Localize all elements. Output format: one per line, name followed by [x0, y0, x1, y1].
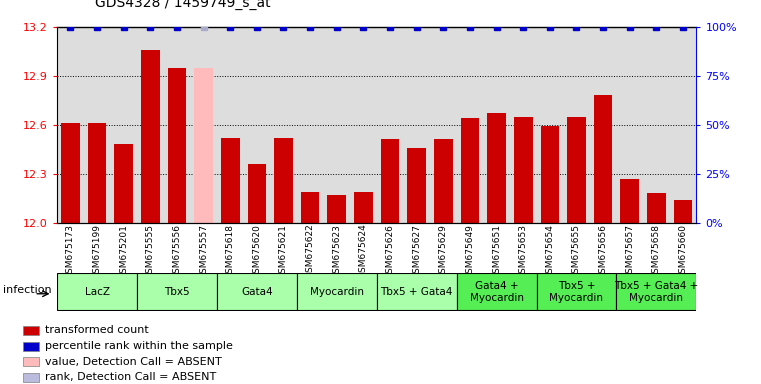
Text: GSM675555: GSM675555 — [146, 224, 154, 279]
Bar — [407, 147, 426, 223]
Text: Tbx5: Tbx5 — [164, 287, 189, 297]
Text: GSM675557: GSM675557 — [199, 224, 208, 279]
Bar — [647, 193, 666, 223]
Text: GSM675556: GSM675556 — [173, 224, 181, 279]
Bar — [380, 139, 400, 223]
Bar — [23, 326, 40, 335]
Text: GSM675201: GSM675201 — [119, 224, 128, 279]
Bar — [594, 95, 613, 223]
Text: GSM675199: GSM675199 — [93, 224, 101, 279]
Text: GSM675653: GSM675653 — [519, 224, 527, 279]
Bar — [377, 273, 457, 310]
Text: transformed count: transformed count — [46, 326, 149, 336]
Text: GSM675618: GSM675618 — [226, 224, 234, 279]
Bar — [301, 192, 320, 223]
Bar — [167, 68, 186, 223]
Text: percentile rank within the sample: percentile rank within the sample — [46, 341, 233, 351]
Bar — [217, 273, 297, 310]
Text: GSM675622: GSM675622 — [306, 224, 314, 278]
Bar — [57, 273, 137, 310]
Bar — [141, 50, 160, 223]
Text: Tbx5 +
Myocardin: Tbx5 + Myocardin — [549, 281, 603, 303]
Text: GSM675626: GSM675626 — [386, 224, 394, 279]
Bar — [23, 357, 40, 366]
Text: GSM675651: GSM675651 — [492, 224, 501, 279]
Text: GSM675656: GSM675656 — [599, 224, 607, 279]
Text: Tbx5 + Gata4: Tbx5 + Gata4 — [380, 287, 453, 297]
Text: infection: infection — [3, 285, 52, 295]
Text: Tbx5 + Gata4 +
Myocardin: Tbx5 + Gata4 + Myocardin — [614, 281, 699, 303]
Bar — [514, 117, 533, 223]
Bar — [327, 195, 346, 223]
Text: GSM675655: GSM675655 — [572, 224, 581, 279]
Bar — [620, 179, 639, 223]
Text: Gata4 +
Myocardin: Gata4 + Myocardin — [470, 281, 524, 303]
Text: GSM675660: GSM675660 — [679, 224, 687, 279]
Bar — [457, 273, 537, 310]
Bar — [221, 138, 240, 223]
Text: value, Detection Call = ABSENT: value, Detection Call = ABSENT — [46, 357, 222, 367]
Text: GSM675620: GSM675620 — [253, 224, 261, 279]
Text: GSM675629: GSM675629 — [439, 224, 447, 279]
Text: GSM675621: GSM675621 — [279, 224, 288, 279]
Bar — [540, 126, 559, 223]
Bar — [434, 139, 453, 223]
Text: Myocardin: Myocardin — [310, 287, 364, 297]
Bar — [61, 123, 80, 223]
Bar — [567, 117, 586, 223]
Bar — [23, 373, 40, 382]
Bar — [88, 123, 107, 223]
Text: GSM675173: GSM675173 — [66, 224, 75, 279]
Text: GSM675658: GSM675658 — [652, 224, 661, 279]
Text: GDS4328 / 1459749_s_at: GDS4328 / 1459749_s_at — [95, 0, 271, 10]
Text: Gata4: Gata4 — [241, 287, 272, 297]
Text: GSM675623: GSM675623 — [333, 224, 341, 279]
Text: GSM675657: GSM675657 — [626, 224, 634, 279]
Bar — [247, 164, 266, 223]
Bar — [673, 200, 693, 223]
Text: GSM675624: GSM675624 — [359, 224, 368, 278]
Bar — [274, 138, 293, 223]
Text: LacZ: LacZ — [84, 287, 110, 297]
Bar — [354, 192, 373, 223]
Bar — [537, 273, 616, 310]
Bar — [487, 113, 506, 223]
Text: GSM675649: GSM675649 — [466, 224, 474, 279]
Text: GSM675627: GSM675627 — [412, 224, 421, 279]
Bar — [114, 144, 133, 223]
Bar — [297, 273, 377, 310]
Bar — [137, 273, 217, 310]
Text: rank, Detection Call = ABSENT: rank, Detection Call = ABSENT — [46, 372, 217, 382]
Bar — [616, 273, 696, 310]
Bar — [23, 342, 40, 351]
Bar — [194, 68, 213, 223]
Text: GSM675654: GSM675654 — [546, 224, 554, 279]
Bar — [460, 118, 479, 223]
